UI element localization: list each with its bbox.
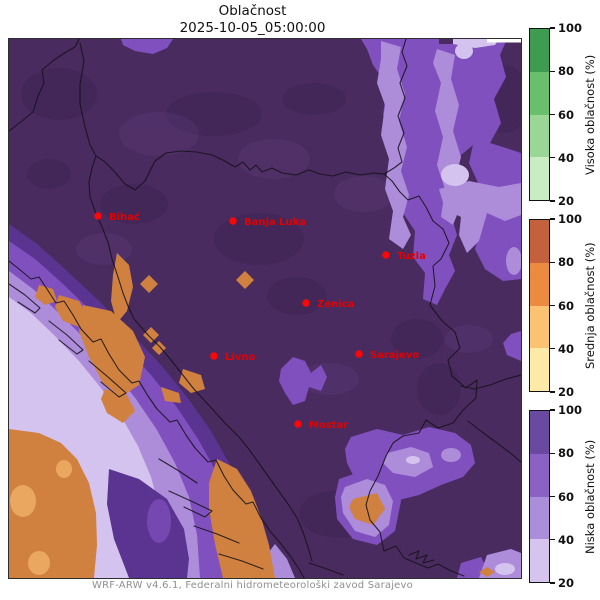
city-label-banja-luka: Banja Luka (244, 217, 306, 228)
city-markers: Bihać Banja Luka Tuzla Zenica Livno Sara… (94, 211, 426, 431)
tick-mark (550, 348, 555, 350)
city-dot-mostar (294, 420, 302, 428)
city-label-mostar: Mostar (309, 420, 348, 431)
low-cloud-20-40-regions (9, 39, 499, 578)
colorbar-low-clouds: 100 80 60 40 20 Niska oblačnost (%) (529, 403, 598, 590)
colorbar-segment (530, 220, 549, 263)
tick-label: 80 (558, 446, 575, 461)
colorbar-segment (530, 29, 549, 72)
tick-label: 40 (558, 532, 575, 547)
colorbar-medium-clouds: 100 80 60 40 20 Srednja oblačnost (%) (529, 212, 598, 399)
colorbar-low-ticks: 100 80 60 40 20 (550, 403, 583, 590)
tick-label: 20 (558, 576, 575, 590)
tick-label: 60 (558, 489, 575, 504)
colorbar-low-title: Niska oblačnost (%) (582, 439, 597, 554)
colorbar-segment (530, 453, 549, 497)
tick-label: 60 (558, 298, 575, 313)
map-edge-gap (487, 39, 521, 43)
tick-mark (550, 261, 555, 263)
tick-mark (550, 200, 555, 202)
tick-mark (550, 113, 555, 116)
colorbar-segment (530, 71, 549, 115)
colorbar-segment (530, 539, 549, 582)
weather-map: Bihać Banja Luka Tuzla Zenica Livno Sara… (8, 38, 522, 579)
colorbar-low-gradient (529, 410, 550, 583)
city-livno: Livno (210, 352, 255, 363)
city-dot-banja-luka (229, 217, 237, 225)
map-title: Oblačnost (218, 3, 287, 19)
city-zenica: Zenica (302, 299, 354, 310)
cloud-cover-map: Bihać Banja Luka Tuzla Zenica Livno Sara… (9, 39, 521, 578)
city-tuzla: Tuzla (382, 251, 426, 262)
mid-cloud-lighter-spots (10, 460, 72, 575)
cloud-texture-dark (21, 65, 521, 538)
tick-mark (550, 70, 555, 72)
tick-mark (550, 27, 555, 29)
colorbar-segment (530, 411, 549, 454)
tick-mark (550, 304, 555, 307)
tick-label: 20 (558, 194, 575, 208)
colorbar-high-ticks: 100 80 60 40 20 (550, 21, 583, 208)
city-dot-sarajevo (355, 350, 363, 358)
city-label-bihac: Bihać (109, 211, 140, 223)
model-attribution: WRF-ARW v4.6.1, Federalni hidrometeorolo… (92, 580, 413, 591)
colorbar-segment (530, 262, 549, 306)
tick-label: 60 (558, 107, 575, 122)
country-borders (9, 39, 521, 578)
tick-label: 80 (558, 64, 575, 79)
low-cloud-20-40-spots (406, 43, 515, 575)
colorbar-high-title: Visoka oblačnost (%) (582, 54, 597, 175)
tick-label: 20 (558, 385, 575, 399)
tick-mark (550, 539, 555, 541)
colorbar-medium-title: Srednja oblačnost (%) (582, 242, 597, 369)
tick-mark (550, 157, 555, 159)
tick-label: 80 (558, 255, 575, 270)
colorbar-high-clouds: 100 80 60 40 20 Visoka oblačnost (%) (529, 21, 598, 208)
city-banja-luka: Banja Luka (229, 217, 306, 228)
low-cloud-40-60-regions (9, 41, 521, 578)
colorbar-medium-ticks: 100 80 60 40 20 (550, 212, 583, 399)
city-label-livno: Livno (225, 352, 255, 363)
map-edge-notch (439, 39, 453, 44)
tick-mark (550, 218, 555, 220)
tick-label: 100 (558, 403, 583, 417)
city-dot-tuzla (382, 251, 390, 259)
city-label-zenica: Zenica (317, 299, 354, 310)
colorbar-segment (530, 305, 549, 349)
city-sarajevo: Sarajevo (355, 350, 419, 361)
colorbar-segment (530, 496, 549, 540)
mid-cloud-60-80-regions (9, 253, 495, 578)
low-cloud-40-60-spots (441, 247, 521, 462)
tick-label: 40 (558, 341, 575, 356)
tick-mark (550, 582, 555, 584)
channel-medium-streak (147, 499, 171, 543)
city-dot-zenica (302, 299, 310, 307)
city-label-tuzla: Tuzla (397, 251, 426, 262)
city-dot-livno (210, 352, 218, 360)
tick-label: 100 (558, 21, 583, 35)
colorbar-medium-gradient (529, 219, 550, 392)
tick-mark (550, 495, 555, 498)
colorbar-segment (530, 114, 549, 158)
colorbar-segment (530, 348, 549, 391)
city-mostar: Mostar (294, 420, 348, 431)
figure-title-block: Oblačnost 2025-10-05_05:00:00 (0, 3, 505, 38)
tick-mark (550, 409, 555, 411)
colorbar-segment (530, 157, 549, 200)
city-dot-bihac (94, 212, 102, 220)
tick-mark (550, 391, 555, 393)
colorbar-high-gradient (529, 28, 550, 201)
city-label-sarajevo: Sarajevo (370, 350, 419, 361)
map-timestamp: 2025-10-05_05:00:00 (179, 20, 326, 37)
city-bihac: Bihać (94, 211, 140, 223)
tick-mark (550, 452, 555, 454)
tick-label: 40 (558, 150, 575, 165)
tick-label: 100 (558, 212, 583, 226)
